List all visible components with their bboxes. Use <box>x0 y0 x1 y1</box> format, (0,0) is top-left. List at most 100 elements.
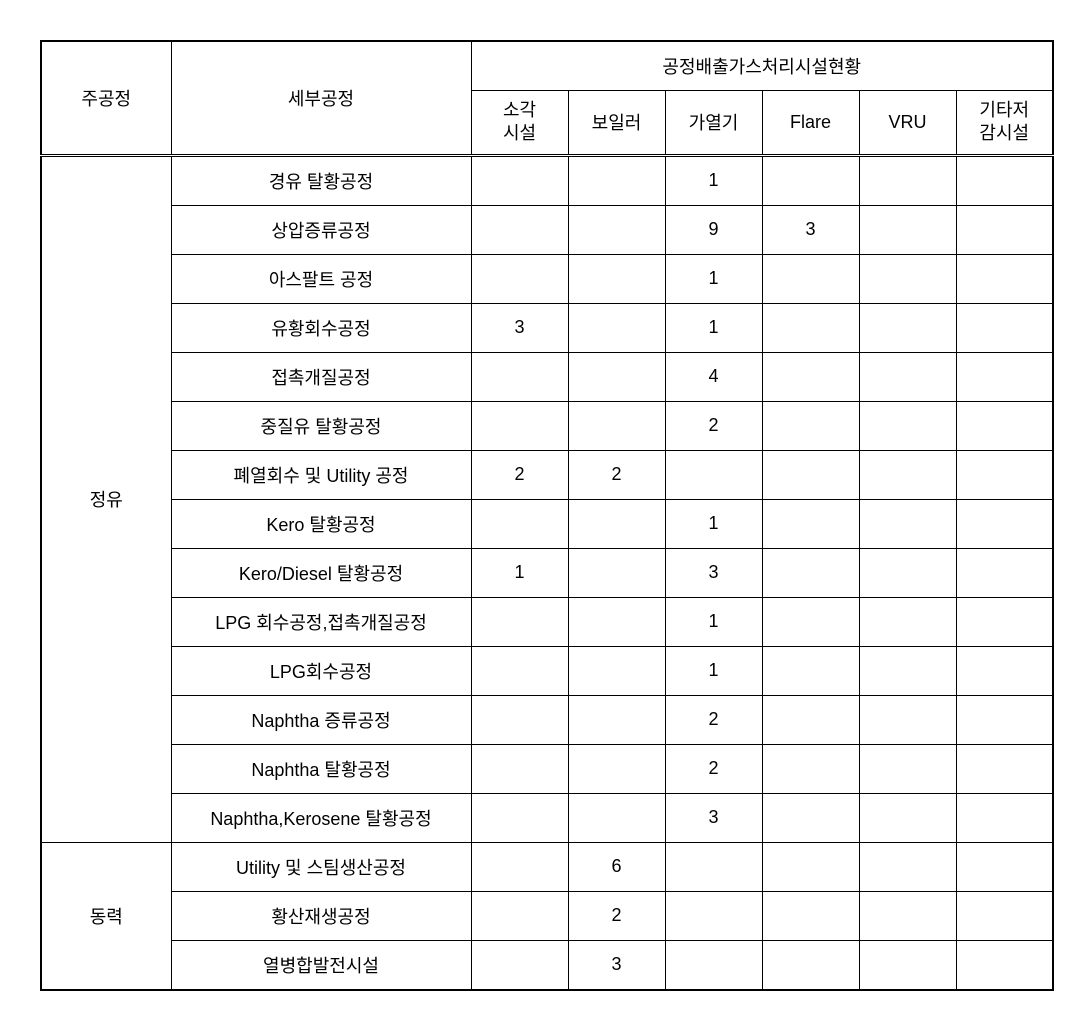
detail-cell: 황산재생공정 <box>171 891 471 940</box>
value-cell: 3 <box>762 205 859 254</box>
value-cell <box>956 303 1053 352</box>
value-cell: 1 <box>665 254 762 303</box>
value-cell <box>762 940 859 990</box>
header-sub-incinerator: 소각 시설 <box>471 91 568 156</box>
value-cell: 1 <box>665 155 762 205</box>
value-cell: 1 <box>665 303 762 352</box>
value-cell <box>859 940 956 990</box>
detail-cell: Utility 및 스팀생산공정 <box>171 842 471 891</box>
detail-cell: LPG회수공정 <box>171 646 471 695</box>
value-cell: 3 <box>568 940 665 990</box>
value-cell: 1 <box>471 548 568 597</box>
value-cell <box>762 793 859 842</box>
table-row: Naphtha 증류공정2 <box>41 695 1053 744</box>
value-cell <box>665 450 762 499</box>
value-cell <box>568 352 665 401</box>
value-cell <box>665 842 762 891</box>
header-sub-vru: VRU <box>859 91 956 156</box>
table-row: 아스팔트 공정1 <box>41 254 1053 303</box>
value-cell <box>859 842 956 891</box>
value-cell <box>762 401 859 450</box>
table-row: 동력Utility 및 스팀생산공정6 <box>41 842 1053 891</box>
process-emission-table: 주공정 세부공정 공정배출가스처리시설현황 소각 시설 보일러 가열기 Flar… <box>40 40 1054 991</box>
table-row: 접촉개질공정4 <box>41 352 1053 401</box>
value-cell <box>859 254 956 303</box>
value-cell <box>471 842 568 891</box>
value-cell <box>859 793 956 842</box>
value-cell <box>762 254 859 303</box>
value-cell <box>471 793 568 842</box>
value-cell <box>762 303 859 352</box>
value-cell <box>762 155 859 205</box>
value-cell: 1 <box>665 597 762 646</box>
value-cell <box>568 793 665 842</box>
table-row: 유황회수공정31 <box>41 303 1053 352</box>
value-cell <box>568 254 665 303</box>
value-cell <box>471 744 568 793</box>
value-cell <box>859 499 956 548</box>
value-cell <box>859 401 956 450</box>
detail-cell: 폐열회수 및 Utility 공정 <box>171 450 471 499</box>
value-cell <box>859 352 956 401</box>
value-cell: 3 <box>665 793 762 842</box>
value-cell <box>568 155 665 205</box>
value-cell <box>665 940 762 990</box>
detail-cell: LPG 회수공정,접촉개질공정 <box>171 597 471 646</box>
header-sub-c1-l1: 소각 <box>503 100 536 120</box>
value-cell <box>568 499 665 548</box>
value-cell <box>568 695 665 744</box>
table-row: LPG회수공정1 <box>41 646 1053 695</box>
value-cell <box>859 548 956 597</box>
value-cell <box>956 205 1053 254</box>
value-cell <box>956 254 1053 303</box>
value-cell <box>471 499 568 548</box>
value-cell: 2 <box>471 450 568 499</box>
header-main: 주공정 <box>41 41 171 155</box>
header-sub-c6-l1: 기타저 <box>979 100 1029 120</box>
value-cell <box>859 695 956 744</box>
value-cell <box>568 401 665 450</box>
value-cell <box>665 891 762 940</box>
table-row: 상압증류공정93 <box>41 205 1053 254</box>
detail-cell: 중질유 탈황공정 <box>171 401 471 450</box>
value-cell <box>568 548 665 597</box>
value-cell: 2 <box>665 744 762 793</box>
detail-cell: 접촉개질공정 <box>171 352 471 401</box>
value-cell <box>956 744 1053 793</box>
header-sub-c1-l2: 시설 <box>503 123 536 143</box>
table-row: 폐열회수 및 Utility 공정22 <box>41 450 1053 499</box>
value-cell <box>762 597 859 646</box>
value-cell <box>956 891 1053 940</box>
value-cell: 9 <box>665 205 762 254</box>
value-cell <box>762 352 859 401</box>
group-cell: 동력 <box>41 842 171 990</box>
value-cell: 3 <box>665 548 762 597</box>
value-cell <box>859 891 956 940</box>
group-cell: 정유 <box>41 155 171 842</box>
table-header: 주공정 세부공정 공정배출가스처리시설현황 소각 시설 보일러 가열기 Flar… <box>41 41 1053 155</box>
value-cell <box>471 401 568 450</box>
value-cell <box>859 450 956 499</box>
value-cell <box>956 450 1053 499</box>
value-cell <box>762 695 859 744</box>
value-cell <box>762 450 859 499</box>
value-cell <box>568 646 665 695</box>
table-row: Naphtha,Kerosene 탈황공정 3 <box>41 793 1053 842</box>
value-cell <box>956 401 1053 450</box>
value-cell: 2 <box>568 891 665 940</box>
detail-cell: 경유 탈황공정 <box>171 155 471 205</box>
value-cell <box>956 793 1053 842</box>
value-cell: 6 <box>568 842 665 891</box>
value-cell <box>762 744 859 793</box>
value-cell <box>956 646 1053 695</box>
value-cell <box>956 499 1053 548</box>
value-cell <box>568 205 665 254</box>
value-cell <box>471 597 568 646</box>
header-sub-heater: 가열기 <box>665 91 762 156</box>
value-cell: 1 <box>665 499 762 548</box>
value-cell <box>762 646 859 695</box>
value-cell <box>568 303 665 352</box>
detail-cell: Naphtha,Kerosene 탈황공정 <box>171 793 471 842</box>
table-row: 정유경유 탈황공정1 <box>41 155 1053 205</box>
header-sub-flare: Flare <box>762 91 859 156</box>
